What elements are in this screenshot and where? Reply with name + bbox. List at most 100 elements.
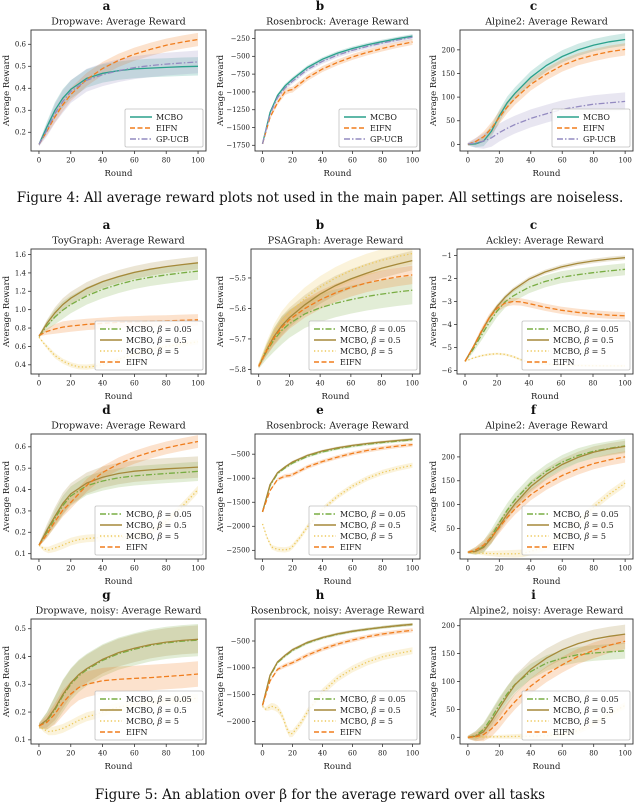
series-line-MCBO, β = 0.5 <box>261 438 413 513</box>
plot-area <box>261 34 413 145</box>
y-tick-label: 0.3 <box>15 507 26 515</box>
legend-label: MCBO, β = 0.05 <box>126 510 192 519</box>
x-tick-label: 100 <box>191 380 204 388</box>
x-tick-label: 60 <box>348 565 357 573</box>
panel-letter-fig4-a: a <box>102 0 111 13</box>
band-MCBO, β = 0.5 <box>467 440 626 555</box>
y-axis-label: Average Reward <box>216 54 226 127</box>
y-tick-label: 150 <box>442 477 455 485</box>
x-tick-label: 40 <box>526 157 535 165</box>
x-tick-label: 80 <box>378 750 387 758</box>
x-tick-label: 80 <box>589 565 598 573</box>
x-tick-label: 80 <box>589 380 598 388</box>
chart-svg-fig4-c: 0 20 40 60 80 100 0 50 100 150 200 Alpine2: Average… <box>429 17 634 179</box>
legend-label: MCBO, β = 0.5 <box>553 521 614 530</box>
y-tick-label: 0.5 <box>15 465 26 473</box>
legend: MCBO, β = 0.05 MCBO, β = 0.5 MCBO, β = 5 EI… <box>308 505 417 556</box>
chart-svg-fig5-h: 0 20 40 60 80 100 −500 −1000 −1500 −2000 Rosenbroc… <box>216 606 424 773</box>
y-tick-label: −500 <box>230 53 249 61</box>
x-tick-label: 20 <box>495 565 504 573</box>
y-tick-label: −1 <box>442 252 452 260</box>
x-tick-label: 100 <box>618 565 631 573</box>
panel-letter-fig5-c: c <box>529 218 538 232</box>
legend: MCBO EIFN GP-UCB <box>551 108 631 148</box>
panel-letter-fig5-a: a <box>102 218 111 232</box>
plot-area <box>467 33 626 149</box>
y-tick-label: 0.4 <box>15 486 27 494</box>
y-tick-label: −5.6 <box>229 305 247 313</box>
legend-label: MCBO, β = 0.05 <box>340 695 406 704</box>
panel-letter-fig5-i: i <box>531 588 536 602</box>
y-tick-label: −250 <box>230 35 249 43</box>
y-tick-label: 0.6 <box>15 41 27 49</box>
y-tick-label: −500 <box>230 451 249 459</box>
chart-svg-fig5-e: 0 20 40 60 80 100 −500 −1000 −1500 −2000 −2500 Rose… <box>216 421 420 587</box>
legend-label: MCBO, β = 5 <box>126 717 179 726</box>
band-GP-UCB <box>39 50 198 147</box>
y-tick-label: −2000 <box>226 718 250 726</box>
plot-area <box>261 438 413 553</box>
legend-label: MCBO, β = 0.5 <box>126 706 187 715</box>
y-axis-label: Average Reward <box>429 645 439 718</box>
y-tick-label: 50 <box>446 117 455 125</box>
x-tick-label: 100 <box>191 157 204 165</box>
chart-title: Alpine2: Average Reward <box>484 421 608 432</box>
band-GP-UCB <box>262 34 412 145</box>
legend-label: EIFN <box>126 543 148 552</box>
series-line-MCBO, β = 0.05 <box>467 445 626 553</box>
x-tick-label: 60 <box>130 750 139 758</box>
band-MCBO, β = 0.05 <box>39 262 198 338</box>
x-tick-label: 60 <box>558 750 567 758</box>
y-tick-label: −5.8 <box>229 366 246 374</box>
legend-label: EIFN <box>340 358 362 367</box>
x-axis-label: Round <box>323 169 351 179</box>
band-EIFN <box>467 451 626 554</box>
y-tick-label: 0 <box>451 549 455 557</box>
x-tick-label: 20 <box>495 157 504 165</box>
y-tick-label: 150 <box>442 70 455 78</box>
y-tick-label: 0.5 <box>15 625 26 633</box>
y-tick-label: 50 <box>446 525 455 533</box>
series-line-MCBO, β = 0.5 <box>467 633 626 738</box>
y-tick-label: 0.6 <box>15 443 27 451</box>
legend-label: MCBO, β = 0.05 <box>126 695 192 704</box>
y-tick-label: −1000 <box>226 664 250 672</box>
legend-label: MCBO, β = 0.05 <box>553 695 619 704</box>
band-MCBO <box>39 57 198 147</box>
x-tick-label: 40 <box>98 380 107 388</box>
legend-label: MCBO, β = 0.05 <box>126 325 192 334</box>
y-tick-label: 50 <box>446 706 455 714</box>
y-tick-label: 0.3 <box>15 107 26 115</box>
chart-cell-fig5-g: g 0 20 40 60 80 100 0.1 0.2 0.3 0.4 0.5 Dropwave, no… <box>0 589 213 774</box>
y-tick-label: 0.4 <box>15 653 27 661</box>
legend-label: MCBO, β = 5 <box>340 532 393 541</box>
legend-label: MCBO, β = 0.5 <box>340 521 401 530</box>
chart-cell-fig5-b: b 0 20 40 60 80 100 −5.5 −5.6 −5.7 −5.8 PSAGraph: A… <box>214 219 427 404</box>
x-tick-label: 60 <box>558 565 567 573</box>
series-line-EIFN <box>467 48 626 146</box>
y-tick-label: −2000 <box>226 523 250 531</box>
band-EIFN <box>467 633 626 742</box>
legend-label: MCBO, β = 0.05 <box>340 510 406 519</box>
y-tick-label: −5.5 <box>229 274 246 282</box>
series-line-MCBO, β = 0.05 <box>464 268 626 362</box>
x-tick-label: 40 <box>98 565 107 573</box>
series-line-MCBO, β = 0.5 <box>467 445 626 553</box>
x-tick-label: 60 <box>346 380 355 388</box>
x-tick-label: 60 <box>130 565 139 573</box>
axes-box <box>459 29 634 152</box>
chart-cell-fig5-f: f 0 20 40 60 80 100 0 50 100 150 200 Alpine2: Averag… <box>427 404 640 589</box>
legend-label: EIFN <box>583 124 605 133</box>
axes-box <box>30 248 207 375</box>
legend: MCBO, β = 0.05 MCBO, β = 0.5 MCBO, β = 5 EI… <box>308 690 417 741</box>
band-EIFN <box>262 628 412 706</box>
y-tick-label: 1.2 <box>15 288 26 296</box>
series-line-MCBO, β = 0.05 <box>38 470 199 546</box>
series-line-MCBO, β = 5 <box>261 464 413 551</box>
legend: MCBO, β = 0.05 MCBO, β = 0.5 MCBO, β = 5 EI… <box>94 505 204 556</box>
legend-label: MCBO, β = 0.05 <box>553 325 619 334</box>
x-tick-label: 20 <box>288 750 297 758</box>
legend: MCBO, β = 0.05 MCBO, β = 0.5 MCBO, β = 5 EI… <box>521 320 631 371</box>
legend: MCBO EIFN GP-UCB <box>338 108 417 148</box>
x-tick-label: 0 <box>466 565 470 573</box>
